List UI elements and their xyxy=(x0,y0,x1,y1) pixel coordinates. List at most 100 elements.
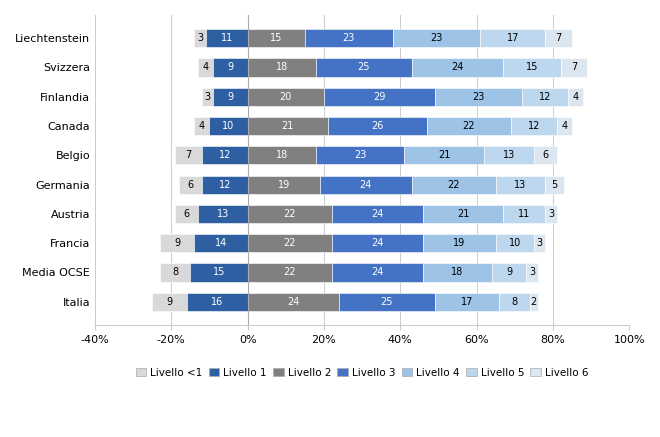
Text: 24: 24 xyxy=(360,180,372,190)
Text: 4: 4 xyxy=(199,121,205,131)
Text: 17: 17 xyxy=(507,33,519,43)
Bar xyxy=(320,176,412,194)
Text: 3: 3 xyxy=(197,33,203,43)
Text: 3: 3 xyxy=(548,209,554,219)
Bar xyxy=(434,293,500,311)
Text: 20: 20 xyxy=(280,92,292,102)
Text: 24: 24 xyxy=(371,238,383,248)
Bar xyxy=(194,117,209,135)
Bar xyxy=(423,264,492,281)
Text: 23: 23 xyxy=(354,150,366,160)
Text: 4: 4 xyxy=(573,92,579,102)
Bar xyxy=(198,205,248,223)
Bar xyxy=(213,88,248,106)
Text: 19: 19 xyxy=(453,238,465,248)
Bar xyxy=(492,264,526,281)
Bar xyxy=(522,88,568,106)
Bar xyxy=(160,264,190,281)
Text: 18: 18 xyxy=(451,267,463,277)
Text: 6: 6 xyxy=(187,180,193,190)
Text: 7: 7 xyxy=(185,150,191,160)
Text: 9: 9 xyxy=(228,62,234,73)
Bar xyxy=(202,146,248,164)
Text: 3: 3 xyxy=(205,92,211,102)
Bar xyxy=(206,29,248,47)
Text: 9: 9 xyxy=(228,92,234,102)
Bar xyxy=(404,146,484,164)
Bar xyxy=(331,264,423,281)
Bar xyxy=(484,146,534,164)
Text: 22: 22 xyxy=(283,209,296,219)
Bar xyxy=(179,176,202,194)
Bar xyxy=(152,293,187,311)
Text: 26: 26 xyxy=(371,121,383,131)
Bar xyxy=(248,146,316,164)
Text: 22: 22 xyxy=(463,121,475,131)
Bar xyxy=(500,293,530,311)
Text: 9: 9 xyxy=(174,238,180,248)
Text: 16: 16 xyxy=(211,297,223,307)
Text: 29: 29 xyxy=(373,92,385,102)
Bar xyxy=(393,29,480,47)
Text: 11: 11 xyxy=(518,209,531,219)
Text: 22: 22 xyxy=(283,267,296,277)
Text: 12: 12 xyxy=(527,121,540,131)
Text: 25: 25 xyxy=(381,297,393,307)
Bar xyxy=(504,59,560,76)
Bar xyxy=(534,146,556,164)
Text: 9: 9 xyxy=(506,267,512,277)
Text: 8: 8 xyxy=(512,297,518,307)
Text: 3: 3 xyxy=(529,267,535,277)
Text: 23: 23 xyxy=(343,33,355,43)
Bar xyxy=(248,176,320,194)
Bar xyxy=(504,205,545,223)
Bar xyxy=(480,29,545,47)
Text: 21: 21 xyxy=(282,121,294,131)
Bar xyxy=(545,29,572,47)
Bar xyxy=(423,234,496,252)
Bar xyxy=(213,59,248,76)
Text: 17: 17 xyxy=(461,297,473,307)
Legend: Livello <1, Livello 1, Livello 2, Livello 3, Livello 4, Livello 5, Livello 6: Livello <1, Livello 1, Livello 2, Livell… xyxy=(131,364,593,382)
Bar xyxy=(316,146,404,164)
Bar xyxy=(202,88,213,106)
Text: 9: 9 xyxy=(166,297,172,307)
Bar xyxy=(496,234,534,252)
Bar xyxy=(423,205,504,223)
Bar xyxy=(568,88,583,106)
Text: 13: 13 xyxy=(514,180,527,190)
Text: 24: 24 xyxy=(287,297,300,307)
Text: 21: 21 xyxy=(438,150,450,160)
Text: 4: 4 xyxy=(203,62,209,73)
Bar xyxy=(248,234,331,252)
Text: 15: 15 xyxy=(213,267,225,277)
Bar xyxy=(328,117,427,135)
Bar xyxy=(194,29,206,47)
Text: 7: 7 xyxy=(556,33,562,43)
Text: 8: 8 xyxy=(172,267,178,277)
Text: 14: 14 xyxy=(214,238,227,248)
Bar xyxy=(412,59,504,76)
Bar xyxy=(248,59,316,76)
Text: 13: 13 xyxy=(503,150,515,160)
Bar xyxy=(175,205,198,223)
Text: 12: 12 xyxy=(218,180,231,190)
Bar xyxy=(175,146,202,164)
Text: 25: 25 xyxy=(358,62,370,73)
Text: 23: 23 xyxy=(473,92,484,102)
Bar xyxy=(534,234,545,252)
Text: 12: 12 xyxy=(218,150,231,160)
Bar xyxy=(194,234,248,252)
Bar xyxy=(427,117,511,135)
Bar xyxy=(248,264,331,281)
Text: 21: 21 xyxy=(457,209,469,219)
Text: 22: 22 xyxy=(283,238,296,248)
Bar xyxy=(331,205,423,223)
Bar xyxy=(331,234,423,252)
Text: 22: 22 xyxy=(447,180,460,190)
Text: 13: 13 xyxy=(216,209,229,219)
Text: 19: 19 xyxy=(278,180,290,190)
Text: 7: 7 xyxy=(571,62,577,73)
Text: 11: 11 xyxy=(220,33,233,43)
Text: 24: 24 xyxy=(371,209,383,219)
